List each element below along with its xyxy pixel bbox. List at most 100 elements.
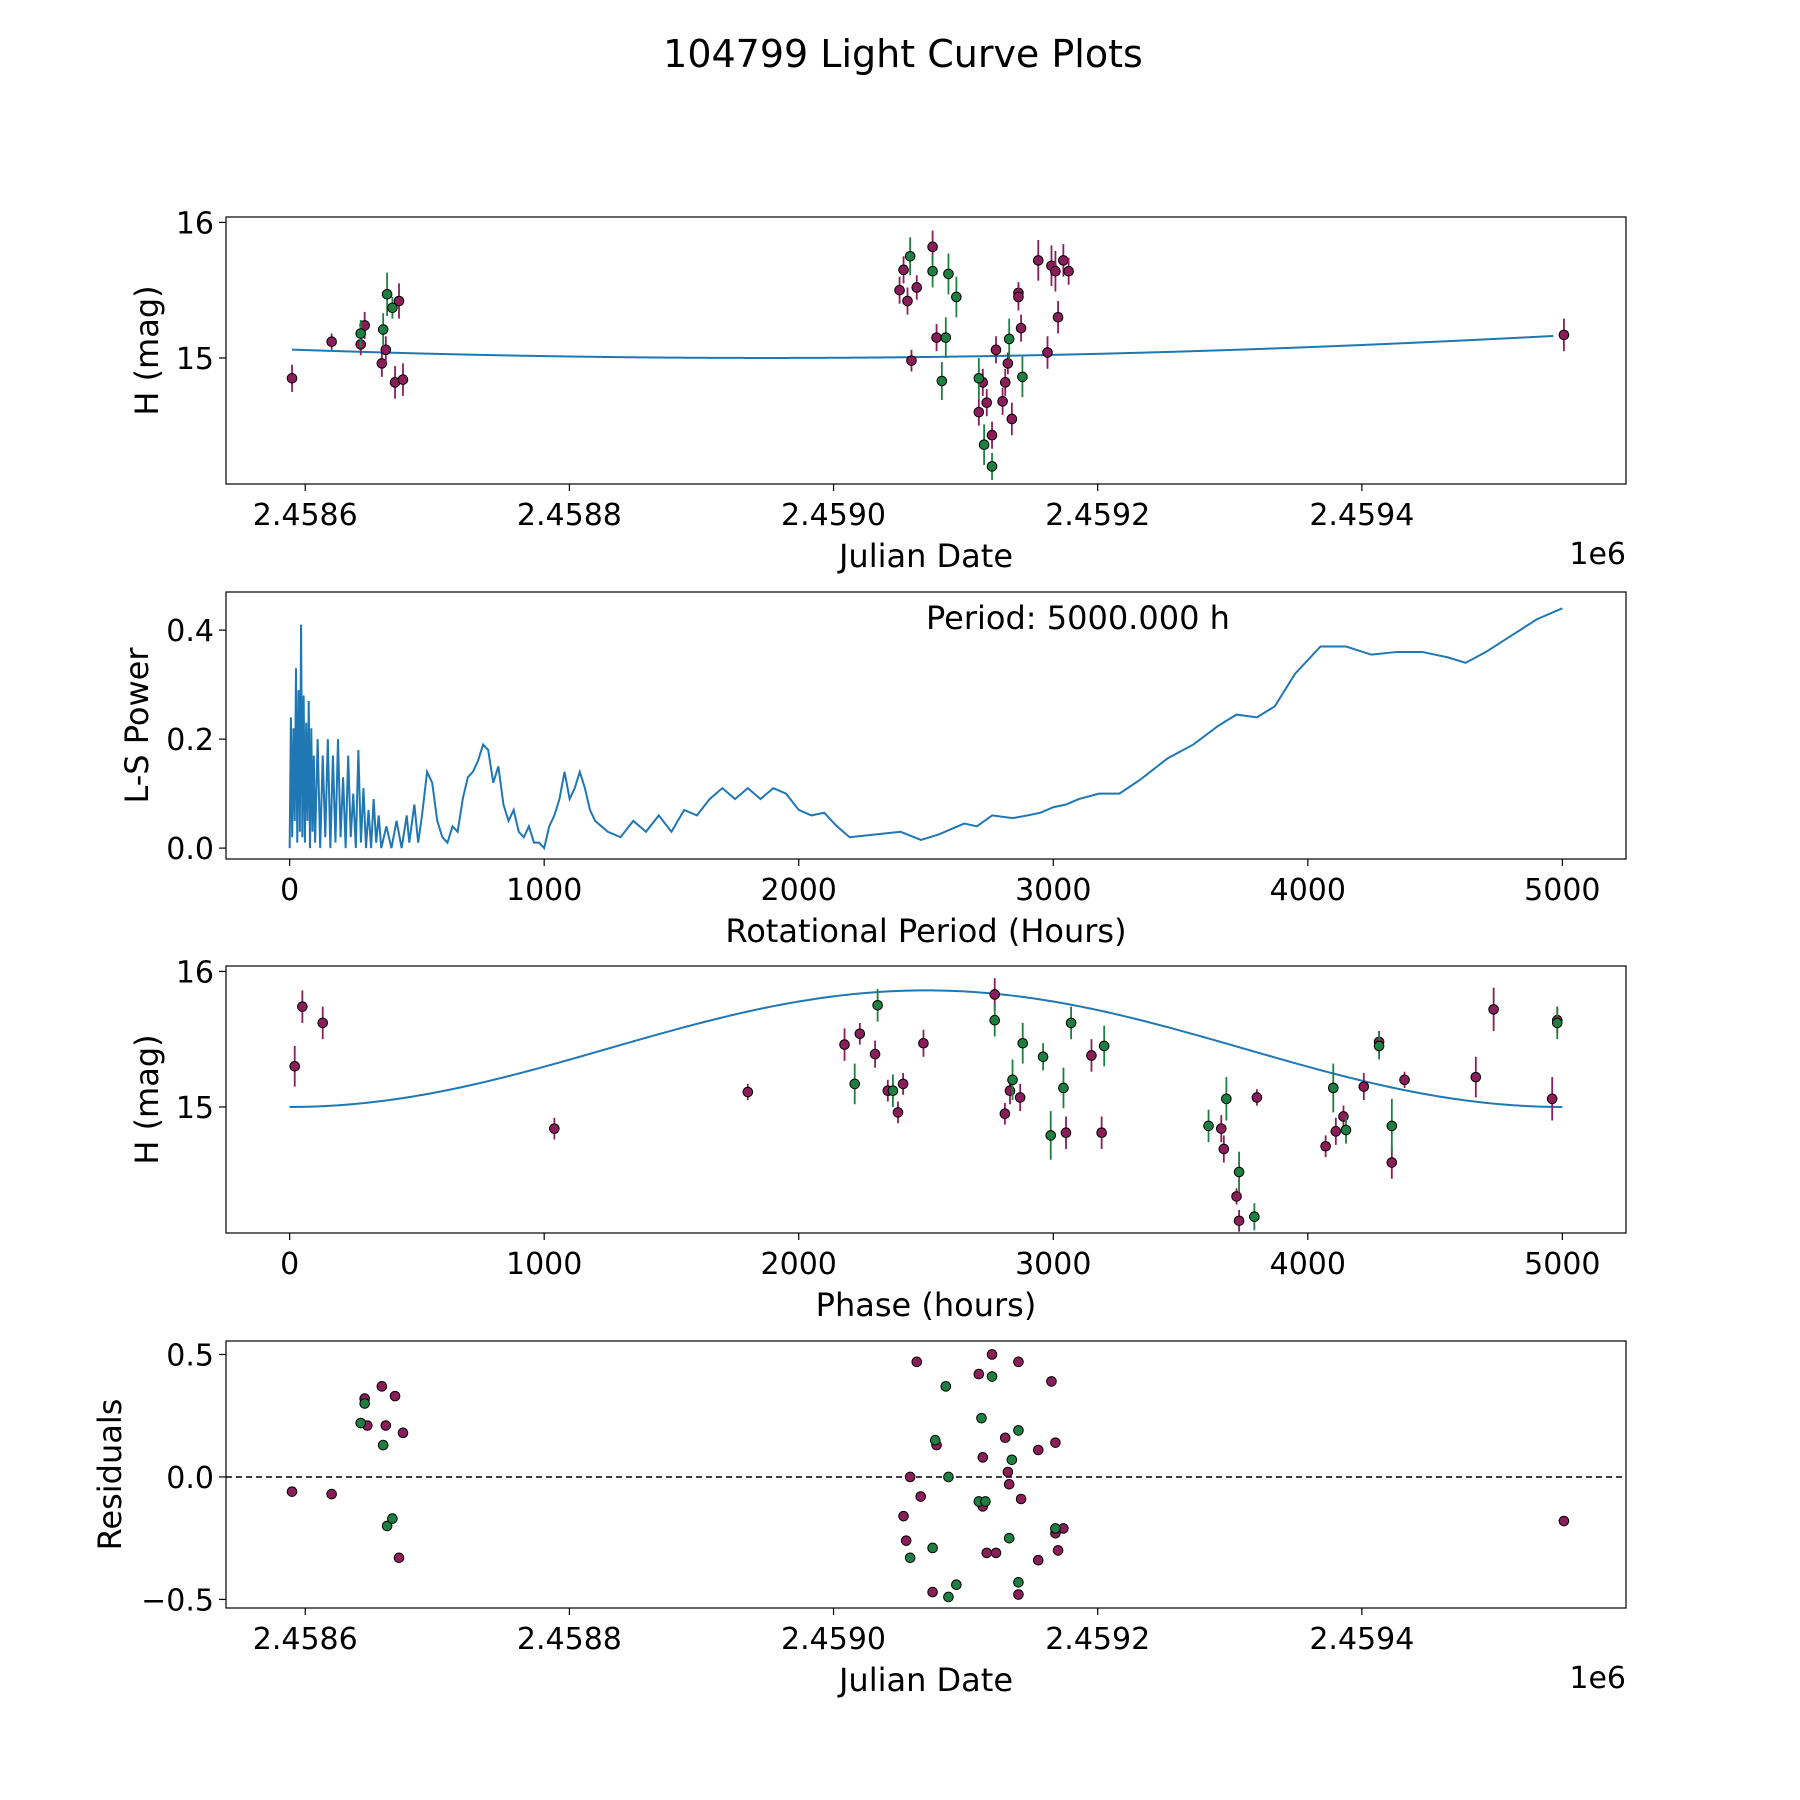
y-axis-label: L-S Power — [118, 647, 156, 804]
data-point — [1045, 1130, 1057, 1141]
data-point — [943, 1591, 954, 1603]
data-point — [389, 1390, 401, 1402]
data-point — [380, 344, 392, 356]
data-point — [1007, 1074, 1018, 1086]
data-point — [1014, 1092, 1026, 1103]
data-point — [904, 251, 916, 262]
x-offset-label: 1e6 — [1569, 1661, 1626, 1696]
data-point — [978, 439, 990, 450]
y-axis-label: H (mag) — [128, 285, 166, 415]
data-point — [904, 1471, 916, 1483]
x-tick-label: 2.4590 — [781, 498, 886, 533]
data-point — [887, 1085, 899, 1096]
data-point — [1013, 291, 1024, 303]
residuals-panel: 2.4586 2.4588 2.4590 2.4592 2.4594 −0.5 0.0 0.5… — [91, 1338, 1627, 1699]
data-point — [892, 1107, 904, 1118]
data-point — [1221, 1093, 1232, 1105]
x-tick-label: 2.4586 — [253, 498, 358, 533]
data-point — [397, 1427, 409, 1439]
data-point — [902, 295, 913, 307]
data-point — [849, 1078, 861, 1090]
data-point — [1042, 347, 1053, 358]
data-point — [1002, 358, 1014, 369]
x-tick-label: 2000 — [761, 1247, 837, 1282]
periodogram-panel: 0 1000 2000 3000 4000 5000 0.0 0.2 0.4 Rotational… — [118, 591, 1627, 950]
data-point — [904, 1552, 916, 1564]
data-point — [906, 355, 917, 366]
data-point — [1052, 1545, 1064, 1556]
data-point — [377, 1439, 389, 1451]
data-point — [1373, 1040, 1385, 1052]
data-point — [997, 396, 1008, 407]
y-tick-label: 16 — [176, 955, 214, 990]
data-point — [940, 332, 952, 343]
data-point — [355, 328, 367, 339]
data-point — [927, 1586, 938, 1598]
data-point — [1488, 1004, 1499, 1015]
x-tick-label: 0 — [280, 1247, 299, 1282]
data-point — [900, 1535, 912, 1546]
y-tick-label: 0.0 — [166, 832, 214, 867]
data-point — [326, 336, 337, 347]
data-point — [1006, 1454, 1018, 1466]
data-point — [1017, 371, 1028, 383]
plot-area — [288, 607, 1563, 851]
data-point — [1003, 1532, 1015, 1544]
data-point — [1399, 1074, 1410, 1086]
plot-area — [289, 978, 1563, 1232]
data-point — [1065, 1017, 1077, 1029]
data-point — [894, 284, 905, 296]
data-point — [1037, 1051, 1049, 1063]
x-tick-label: 4000 — [1270, 873, 1346, 908]
x-tick-label: 5000 — [1524, 873, 1600, 908]
data-point — [1060, 1127, 1072, 1139]
data-point — [1086, 1050, 1097, 1061]
data-point — [1215, 1123, 1227, 1134]
data-point — [381, 288, 393, 300]
data-point — [1032, 1444, 1044, 1456]
data-point — [915, 1491, 927, 1502]
data-point — [1096, 1127, 1107, 1139]
data-point — [381, 1520, 393, 1532]
plot-area — [226, 1349, 1626, 1603]
data-point — [355, 1417, 367, 1429]
data-point — [1046, 1376, 1057, 1387]
data-point — [986, 461, 998, 472]
data-point — [1470, 1071, 1482, 1083]
data-point — [1358, 1081, 1370, 1092]
data-point — [387, 302, 398, 314]
data-point — [1249, 1211, 1260, 1223]
data-point — [951, 1579, 962, 1591]
data-point — [1003, 333, 1015, 345]
data-point — [1013, 1356, 1024, 1368]
y-tick-label: 0.4 — [166, 614, 214, 649]
data-point — [927, 1542, 938, 1554]
data-point — [999, 1432, 1011, 1444]
data-point — [973, 1368, 985, 1380]
y-tick-label: 15 — [176, 342, 214, 377]
data-point — [1551, 1017, 1563, 1029]
x-tick-label: 1000 — [506, 873, 582, 908]
data-point — [1251, 1092, 1263, 1103]
y-axis-label: Residuals — [91, 1399, 129, 1551]
data-point — [929, 1434, 941, 1446]
data-point — [1050, 1523, 1061, 1534]
data-point — [943, 1471, 954, 1483]
figure-title: 104799 Light Curve Plots — [663, 32, 1143, 76]
data-point — [1203, 1120, 1214, 1132]
data-point — [986, 429, 998, 441]
data-point — [549, 1123, 560, 1134]
x-tick-label: 2.4588 — [517, 498, 622, 533]
x-axis-label: Rotational Period (Hours) — [725, 912, 1126, 950]
data-point — [326, 1488, 337, 1500]
data-point — [999, 377, 1011, 388]
data-point — [951, 291, 962, 303]
data-point — [387, 1513, 398, 1524]
data-point — [1327, 1082, 1339, 1094]
data-point — [1013, 1576, 1024, 1588]
y-tick-label: −0.5 — [141, 1583, 214, 1618]
x-tick-label: 2.4592 — [1045, 1622, 1150, 1657]
x-tick-label: 3000 — [1015, 1247, 1091, 1282]
data-point — [1231, 1191, 1242, 1202]
